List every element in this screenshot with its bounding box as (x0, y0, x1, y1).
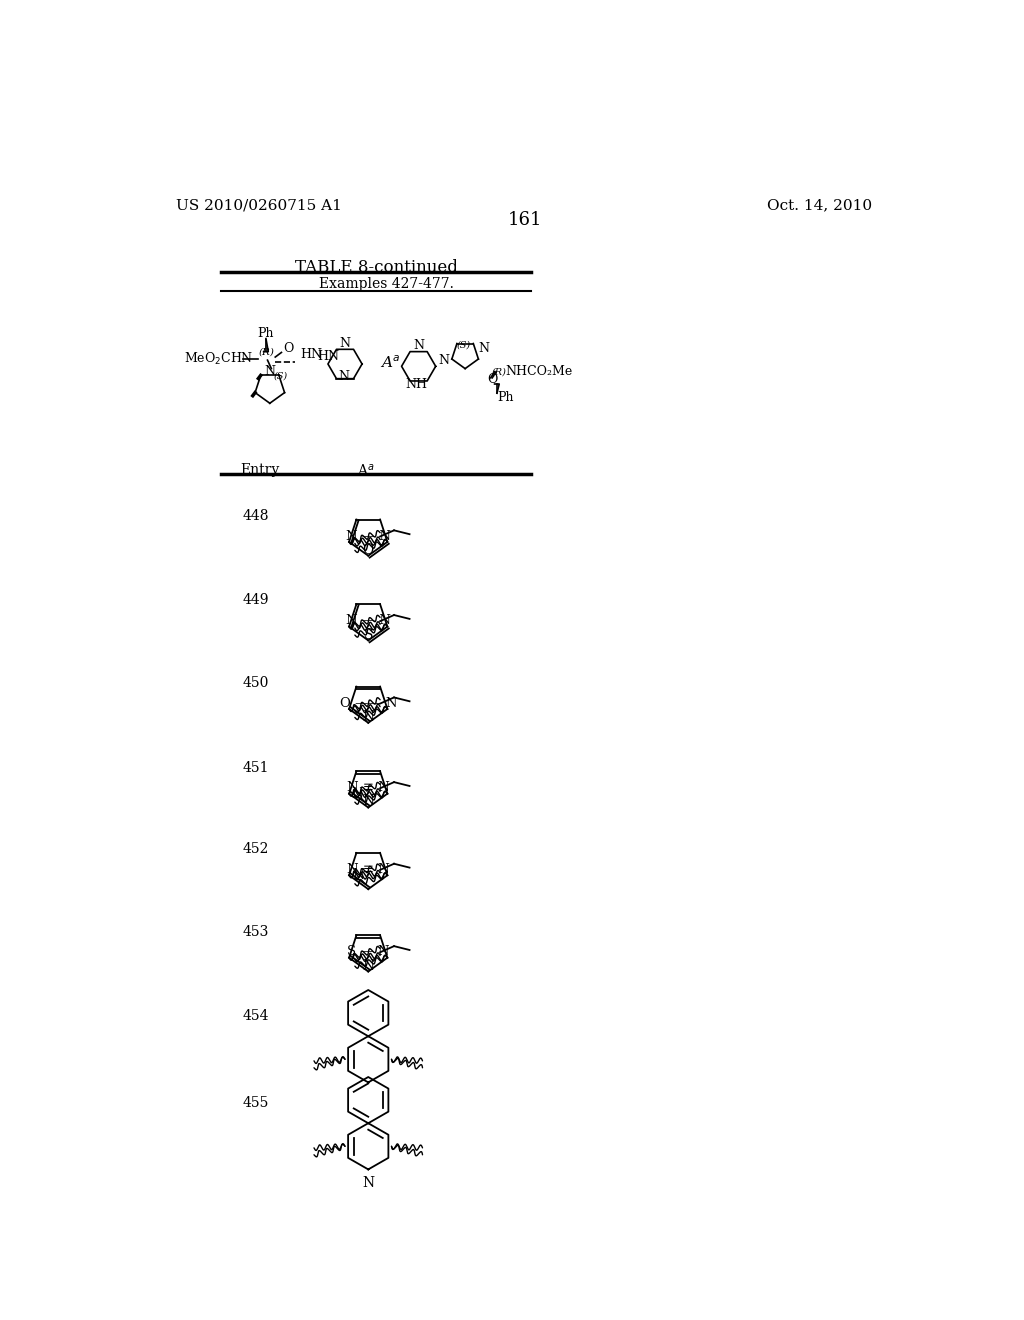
Text: N ≡ N: N ≡ N (347, 781, 390, 795)
Text: A$^a$: A$^a$ (380, 354, 400, 371)
Text: NHCO₂Me: NHCO₂Me (506, 366, 572, 379)
Text: N ≡ N: N ≡ N (347, 863, 390, 876)
Text: N: N (413, 339, 424, 352)
Text: (R): (R) (258, 348, 274, 356)
Text: O: O (486, 372, 498, 385)
Text: N: N (339, 370, 350, 383)
Text: N: N (340, 337, 350, 350)
Text: (R): (R) (492, 367, 506, 376)
Text: (S): (S) (457, 341, 471, 350)
Text: A$^a$: A$^a$ (356, 462, 374, 479)
Text: HN: HN (317, 350, 339, 363)
Text: 161: 161 (508, 211, 542, 228)
Text: 449: 449 (243, 594, 269, 607)
Text: N: N (478, 342, 489, 355)
Text: MeO$_2$CHN: MeO$_2$CHN (183, 351, 253, 367)
Text: Entry: Entry (241, 462, 280, 477)
Text: O: O (283, 342, 293, 355)
Text: 451: 451 (243, 760, 269, 775)
Text: S — N: S — N (347, 945, 389, 958)
Text: N: N (362, 1176, 375, 1189)
Text: S: S (364, 628, 373, 642)
Text: N: N (362, 795, 375, 808)
Text: N — N: N — N (346, 614, 391, 627)
Text: Oct. 14, 2010: Oct. 14, 2010 (767, 198, 872, 213)
Text: Ph: Ph (258, 326, 274, 339)
Text: HN: HN (300, 348, 323, 362)
Text: N: N (438, 354, 450, 367)
Text: (S): (S) (273, 372, 288, 380)
Text: 450: 450 (243, 676, 269, 690)
Text: N: N (264, 366, 275, 379)
Text: Examples 427-477.: Examples 427-477. (319, 277, 455, 290)
Text: 455: 455 (243, 1096, 269, 1110)
Text: N: N (362, 710, 375, 725)
Text: NH: NH (406, 378, 427, 391)
Text: N: N (351, 787, 364, 801)
Text: Ph: Ph (497, 391, 513, 404)
Text: N — N: N — N (346, 529, 391, 543)
Text: O —— N: O —— N (340, 697, 397, 710)
Text: US 2010/0260715 A1: US 2010/0260715 A1 (176, 198, 342, 213)
Text: N: N (352, 869, 365, 882)
Text: 453: 453 (243, 924, 269, 939)
Text: 452: 452 (243, 842, 269, 857)
Text: TABLE 8-continued: TABLE 8-continued (295, 259, 458, 276)
Text: O: O (362, 544, 374, 557)
Text: 448: 448 (243, 508, 269, 523)
Text: 454: 454 (243, 1010, 269, 1023)
Text: N: N (362, 960, 375, 973)
